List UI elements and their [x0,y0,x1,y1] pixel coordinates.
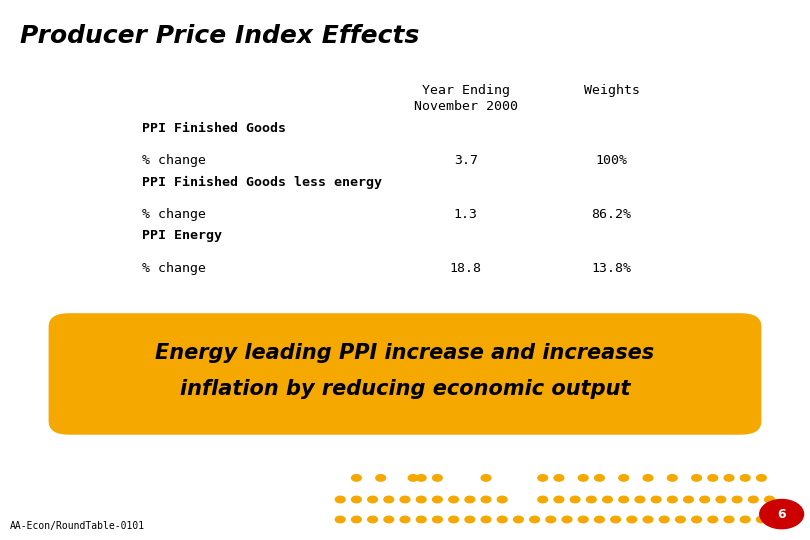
Circle shape [757,516,766,523]
Circle shape [692,475,701,481]
Text: 3.7: 3.7 [454,154,478,167]
Text: % change: % change [142,208,206,221]
Circle shape [643,516,653,523]
Circle shape [619,496,629,503]
Circle shape [368,516,377,523]
Text: 100%: 100% [595,154,628,167]
Text: Energy leading PPI increase and increases: Energy leading PPI increase and increase… [156,343,654,363]
Circle shape [627,516,637,523]
Circle shape [538,496,548,503]
Circle shape [635,496,645,503]
Circle shape [465,516,475,523]
Circle shape [335,516,345,523]
Circle shape [465,496,475,503]
Circle shape [700,496,710,503]
Circle shape [497,496,507,503]
Circle shape [586,496,596,503]
Circle shape [368,496,377,503]
Text: Weights: Weights [583,84,640,97]
Circle shape [708,516,718,523]
Circle shape [748,496,758,503]
Circle shape [481,516,491,523]
Circle shape [481,475,491,481]
Circle shape [449,496,458,503]
Circle shape [433,475,442,481]
Text: % change: % change [142,262,206,275]
Circle shape [740,516,750,523]
Circle shape [684,496,693,503]
Circle shape [546,516,556,523]
Circle shape [732,496,742,503]
Circle shape [570,496,580,503]
Circle shape [433,496,442,503]
Text: PPI Finished Goods less energy: PPI Finished Goods less energy [142,176,382,188]
Circle shape [408,475,418,481]
FancyBboxPatch shape [49,313,761,435]
Circle shape [676,516,685,523]
Circle shape [514,516,523,523]
Circle shape [724,475,734,481]
Text: AA-Econ/RoundTable-0101: AA-Econ/RoundTable-0101 [10,522,145,531]
Circle shape [449,516,458,523]
Text: 13.8%: 13.8% [591,262,632,275]
Circle shape [352,516,361,523]
Circle shape [530,516,539,523]
Circle shape [667,496,677,503]
Circle shape [765,496,774,503]
Text: % change: % change [142,154,206,167]
Circle shape [433,516,442,523]
Circle shape [416,475,426,481]
Circle shape [416,496,426,503]
Circle shape [384,516,394,523]
Circle shape [659,516,669,523]
Circle shape [651,496,661,503]
Circle shape [757,475,766,481]
Circle shape [595,475,604,481]
Circle shape [578,475,588,481]
Circle shape [416,516,426,523]
Circle shape [595,516,604,523]
Text: 1.3: 1.3 [454,208,478,221]
Circle shape [724,516,734,523]
Circle shape [497,516,507,523]
Circle shape [554,475,564,481]
Circle shape [481,496,491,503]
Circle shape [578,516,588,523]
Text: PPI Energy: PPI Energy [142,230,222,242]
Text: 86.2%: 86.2% [591,208,632,221]
Circle shape [352,496,361,503]
Circle shape [538,475,548,481]
Circle shape [400,516,410,523]
Circle shape [335,496,345,503]
Text: 6: 6 [778,508,786,521]
Text: Producer Price Index Effects: Producer Price Index Effects [20,24,420,48]
Circle shape [562,516,572,523]
Text: PPI Finished Goods: PPI Finished Goods [142,122,286,134]
Circle shape [643,475,653,481]
Circle shape [716,496,726,503]
Circle shape [400,496,410,503]
Text: inflation by reducing economic output: inflation by reducing economic output [180,379,630,399]
Circle shape [708,475,718,481]
Circle shape [692,516,701,523]
Circle shape [352,475,361,481]
Circle shape [603,496,612,503]
Circle shape [760,500,804,529]
Circle shape [376,475,386,481]
Circle shape [611,516,620,523]
Circle shape [773,516,782,523]
Circle shape [740,475,750,481]
Circle shape [619,475,629,481]
Circle shape [554,496,564,503]
Text: 18.8: 18.8 [450,262,482,275]
Circle shape [667,475,677,481]
Circle shape [384,496,394,503]
Text: Year Ending
November 2000: Year Ending November 2000 [414,84,518,113]
